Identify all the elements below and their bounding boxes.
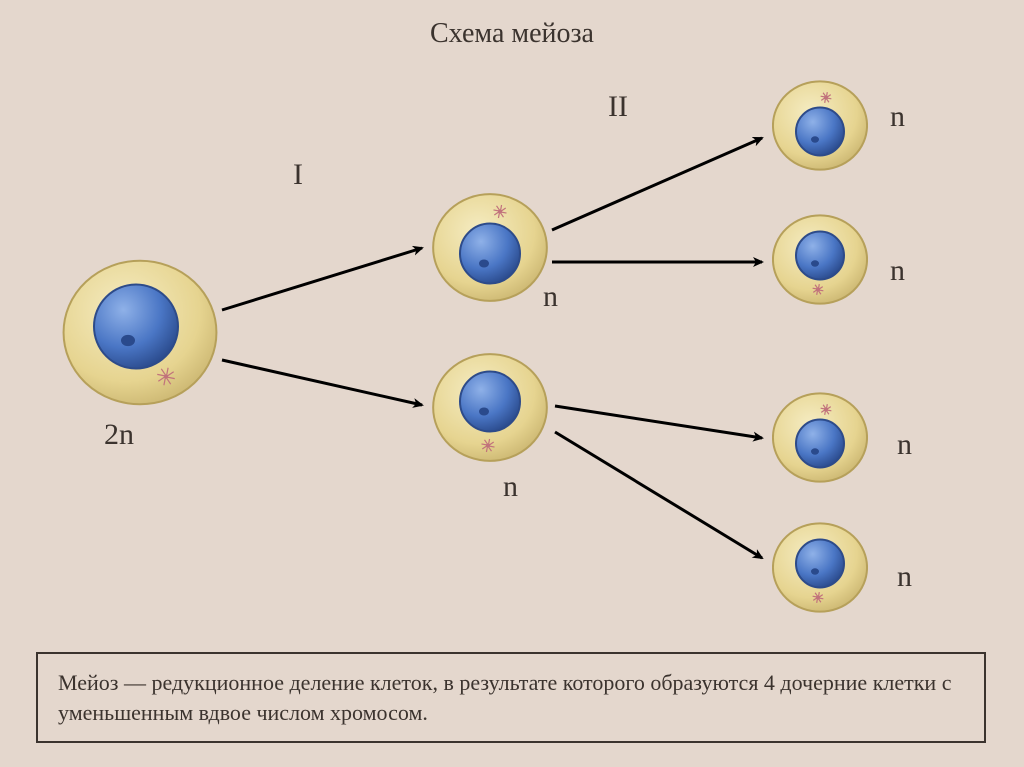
caption-text: Мейоз — редукционное деление клеток, в р…: [58, 670, 951, 725]
intermediate-cell-top: [432, 190, 548, 311]
phase-one-label: I: [293, 158, 303, 192]
daughter-3-label: n: [897, 428, 912, 462]
intermediate-cell-bottom: [432, 350, 548, 471]
caption-box: Мейоз — редукционное деление клеток, в р…: [36, 652, 986, 743]
daughter-4-label: n: [897, 560, 912, 594]
daughter-2-label: n: [890, 254, 905, 288]
daughter-cell-3: [772, 390, 868, 491]
intermediate-top-label: n: [543, 280, 558, 314]
daughter-cell-2: [772, 212, 868, 313]
diagram-title: Схема мейоза: [430, 18, 594, 50]
phase-two-label: II: [608, 90, 628, 124]
parent-cell-label: 2n: [104, 418, 134, 452]
daughter-cell-4: [772, 520, 868, 621]
parent-cell: [62, 255, 218, 416]
daughter-1-label: n: [890, 100, 905, 134]
daughter-cell-1: [772, 78, 868, 179]
intermediate-bottom-label: n: [503, 470, 518, 504]
